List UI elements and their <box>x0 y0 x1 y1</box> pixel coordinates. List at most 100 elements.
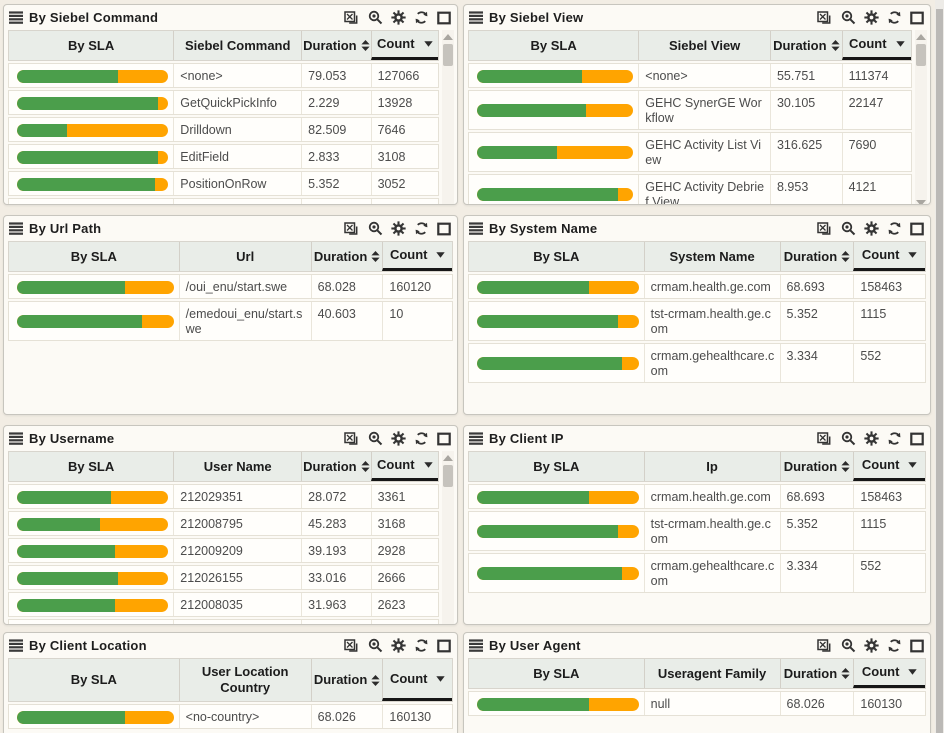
col-header-count[interactable]: Count <box>382 242 452 271</box>
col-header-count[interactable]: Count <box>382 659 452 701</box>
refresh-icon[interactable] <box>414 10 429 25</box>
maximize-icon[interactable] <box>437 432 451 446</box>
table-row[interactable]: 21200879545.2833168 <box>8 511 439 536</box>
sort-desc-icon[interactable] <box>424 41 433 47</box>
settings-gear-icon[interactable] <box>391 638 406 653</box>
scrollbar-thumb[interactable] <box>916 44 926 66</box>
col-header-name[interactable]: Siebel Command <box>173 31 301 60</box>
export-image-icon[interactable] <box>817 639 833 653</box>
sort-desc-icon[interactable] <box>908 462 917 468</box>
col-header-duration[interactable]: Duration <box>311 659 383 701</box>
export-image-icon[interactable] <box>344 432 360 446</box>
table-row[interactable]: CloseApplet22.8592037 <box>8 198 439 205</box>
export-image-icon[interactable] <box>817 11 833 25</box>
table-row[interactable]: crmam.gehealthcare.com3.334552 <box>468 553 926 593</box>
refresh-icon[interactable] <box>887 638 902 653</box>
scroll-up-arrow-icon[interactable] <box>443 34 453 40</box>
refresh-icon[interactable] <box>414 638 429 653</box>
scrollbar-thumb[interactable] <box>443 465 453 487</box>
refresh-icon[interactable] <box>414 221 429 236</box>
sort-both-icon[interactable] <box>361 40 370 51</box>
export-image-icon[interactable] <box>344 639 360 653</box>
scroll-up-arrow-icon[interactable] <box>443 455 453 461</box>
settings-gear-icon[interactable] <box>391 221 406 236</box>
sort-both-icon[interactable] <box>831 40 840 51</box>
sort-desc-icon[interactable] <box>424 462 433 468</box>
table-row[interactable]: GEHC Activity Debrief View8.9534121 <box>468 174 912 205</box>
col-header-by-sla[interactable]: By SLA <box>9 659 179 701</box>
page-scrollbar[interactable] <box>935 0 944 733</box>
table-row[interactable]: GetQuickPickInfo2.22913928 <box>8 90 439 115</box>
settings-gear-icon[interactable] <box>391 431 406 446</box>
zoom-in-icon[interactable] <box>368 10 383 25</box>
col-header-duration[interactable]: Duration <box>780 242 854 271</box>
zoom-in-icon[interactable] <box>368 221 383 236</box>
table-row[interactable]: /emedoui_enu/start.swe40.60310 <box>8 301 453 341</box>
col-header-by-sla[interactable]: By SLA <box>469 452 644 481</box>
col-header-name[interactable]: Ip <box>644 452 780 481</box>
page-scrollbar-thumb[interactable] <box>936 9 943 733</box>
sort-both-icon[interactable] <box>361 461 370 472</box>
col-header-duration[interactable]: Duration <box>770 31 842 60</box>
zoom-in-icon[interactable] <box>841 221 856 236</box>
settings-gear-icon[interactable] <box>864 638 879 653</box>
export-image-icon[interactable] <box>344 11 360 25</box>
table-row[interactable]: <none>79.053127066 <box>8 63 439 88</box>
col-header-count[interactable]: Count <box>853 452 925 481</box>
zoom-in-icon[interactable] <box>368 431 383 446</box>
table-row[interactable]: GEHC SynerGE Workflow30.10522147 <box>468 90 912 130</box>
col-header-by-sla[interactable]: By SLA <box>469 242 644 271</box>
table-row[interactable]: EditField2.8333108 <box>8 144 439 169</box>
col-header-name[interactable]: Url <box>179 242 311 271</box>
col-header-duration[interactable]: Duration <box>780 659 854 688</box>
table-row[interactable]: <no-country>68.026160130 <box>8 704 453 729</box>
maximize-icon[interactable] <box>910 432 924 446</box>
settings-gear-icon[interactable] <box>391 10 406 25</box>
scrollbar-thumb[interactable] <box>443 44 453 66</box>
table-row[interactable]: 21200920939.1932928 <box>8 538 439 563</box>
maximize-icon[interactable] <box>910 639 924 653</box>
table-row[interactable]: tst-crmam.health.ge.com5.3521115 <box>468 511 926 551</box>
col-header-duration[interactable]: Duration <box>301 31 370 60</box>
col-header-by-sla[interactable]: By SLA <box>469 659 644 688</box>
sort-desc-icon[interactable] <box>908 252 917 258</box>
maximize-icon[interactable] <box>437 222 451 236</box>
col-header-count[interactable]: Count <box>371 31 438 60</box>
panel-scrollbar[interactable] <box>442 451 454 625</box>
sort-desc-icon[interactable] <box>436 676 445 682</box>
export-image-icon[interactable] <box>344 222 360 236</box>
scroll-down-arrow-icon[interactable] <box>916 200 926 205</box>
col-header-count[interactable]: Count <box>842 31 911 60</box>
zoom-in-icon[interactable] <box>841 10 856 25</box>
table-row[interactable]: crmam.health.ge.com68.693158463 <box>468 274 926 299</box>
sort-both-icon[interactable] <box>841 251 850 262</box>
table-row[interactable]: null68.026160130 <box>468 691 926 716</box>
table-row[interactable]: /oui_enu/start.swe68.028160120 <box>8 274 453 299</box>
col-header-duration[interactable]: Duration <box>780 452 854 481</box>
col-header-by-sla[interactable]: By SLA <box>9 31 173 60</box>
panel-scrollbar[interactable] <box>915 30 927 205</box>
table-row[interactable]: <none>55.751111374 <box>468 63 912 88</box>
settings-gear-icon[interactable] <box>864 221 879 236</box>
col-header-name[interactable]: Siebel View <box>638 31 770 60</box>
table-row[interactable]: Drilldown82.5097646 <box>8 117 439 142</box>
settings-gear-icon[interactable] <box>864 10 879 25</box>
sort-desc-icon[interactable] <box>896 41 905 47</box>
maximize-icon[interactable] <box>910 222 924 236</box>
col-header-by-sla[interactable]: By SLA <box>9 242 179 271</box>
scroll-up-arrow-icon[interactable] <box>916 34 926 40</box>
col-header-count[interactable]: Count <box>853 659 925 688</box>
zoom-in-icon[interactable] <box>841 431 856 446</box>
refresh-icon[interactable] <box>887 431 902 446</box>
sort-desc-icon[interactable] <box>908 669 917 675</box>
maximize-icon[interactable] <box>910 11 924 25</box>
col-header-duration[interactable]: Duration <box>301 452 370 481</box>
maximize-icon[interactable] <box>437 11 451 25</box>
table-row[interactable]: crmam.gehealthcare.com3.334552 <box>468 343 926 383</box>
col-header-name[interactable]: User Location Country <box>179 659 311 701</box>
col-header-duration[interactable]: Duration <box>311 242 383 271</box>
table-row[interactable]: 21202615533.0162666 <box>8 565 439 590</box>
table-row[interactable]: GEHC Activity List View316.6257690 <box>468 132 912 172</box>
col-header-name[interactable]: System Name <box>644 242 780 271</box>
refresh-icon[interactable] <box>887 221 902 236</box>
